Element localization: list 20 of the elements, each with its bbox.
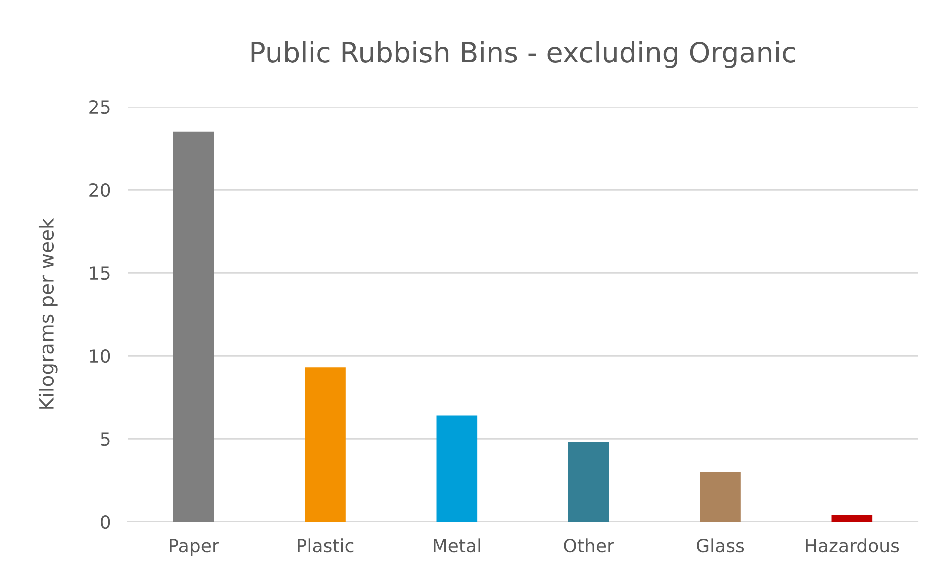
- x-tick-label: Glass: [697, 538, 744, 553]
- bar: [568, 442, 610, 522]
- y-tick-label: 0: [101, 515, 110, 530]
- bar: [832, 515, 873, 522]
- y-tick-label: 10: [90, 349, 110, 364]
- y-tick-label: 25: [90, 100, 110, 114]
- x-tick-label: Plastic: [298, 538, 354, 553]
- y-tick-label: 15: [90, 266, 110, 280]
- x-tick-label: Paper: [170, 539, 220, 556]
- bar: [436, 416, 478, 522]
- bar: [305, 368, 346, 522]
- y-tick-label: 20: [90, 183, 110, 198]
- bar: [173, 132, 214, 522]
- chart-title: Public Rubbish Bins - excluding Organic: [252, 41, 796, 68]
- x-tick-label: Hazardous: [806, 538, 900, 553]
- y-tick-label: 5: [101, 432, 110, 446]
- bar: [700, 472, 741, 522]
- x-tick-label: Other: [564, 538, 614, 553]
- x-tick-label: Metal: [434, 538, 480, 553]
- y-axis-title: Kilograms per week: [38, 218, 58, 409]
